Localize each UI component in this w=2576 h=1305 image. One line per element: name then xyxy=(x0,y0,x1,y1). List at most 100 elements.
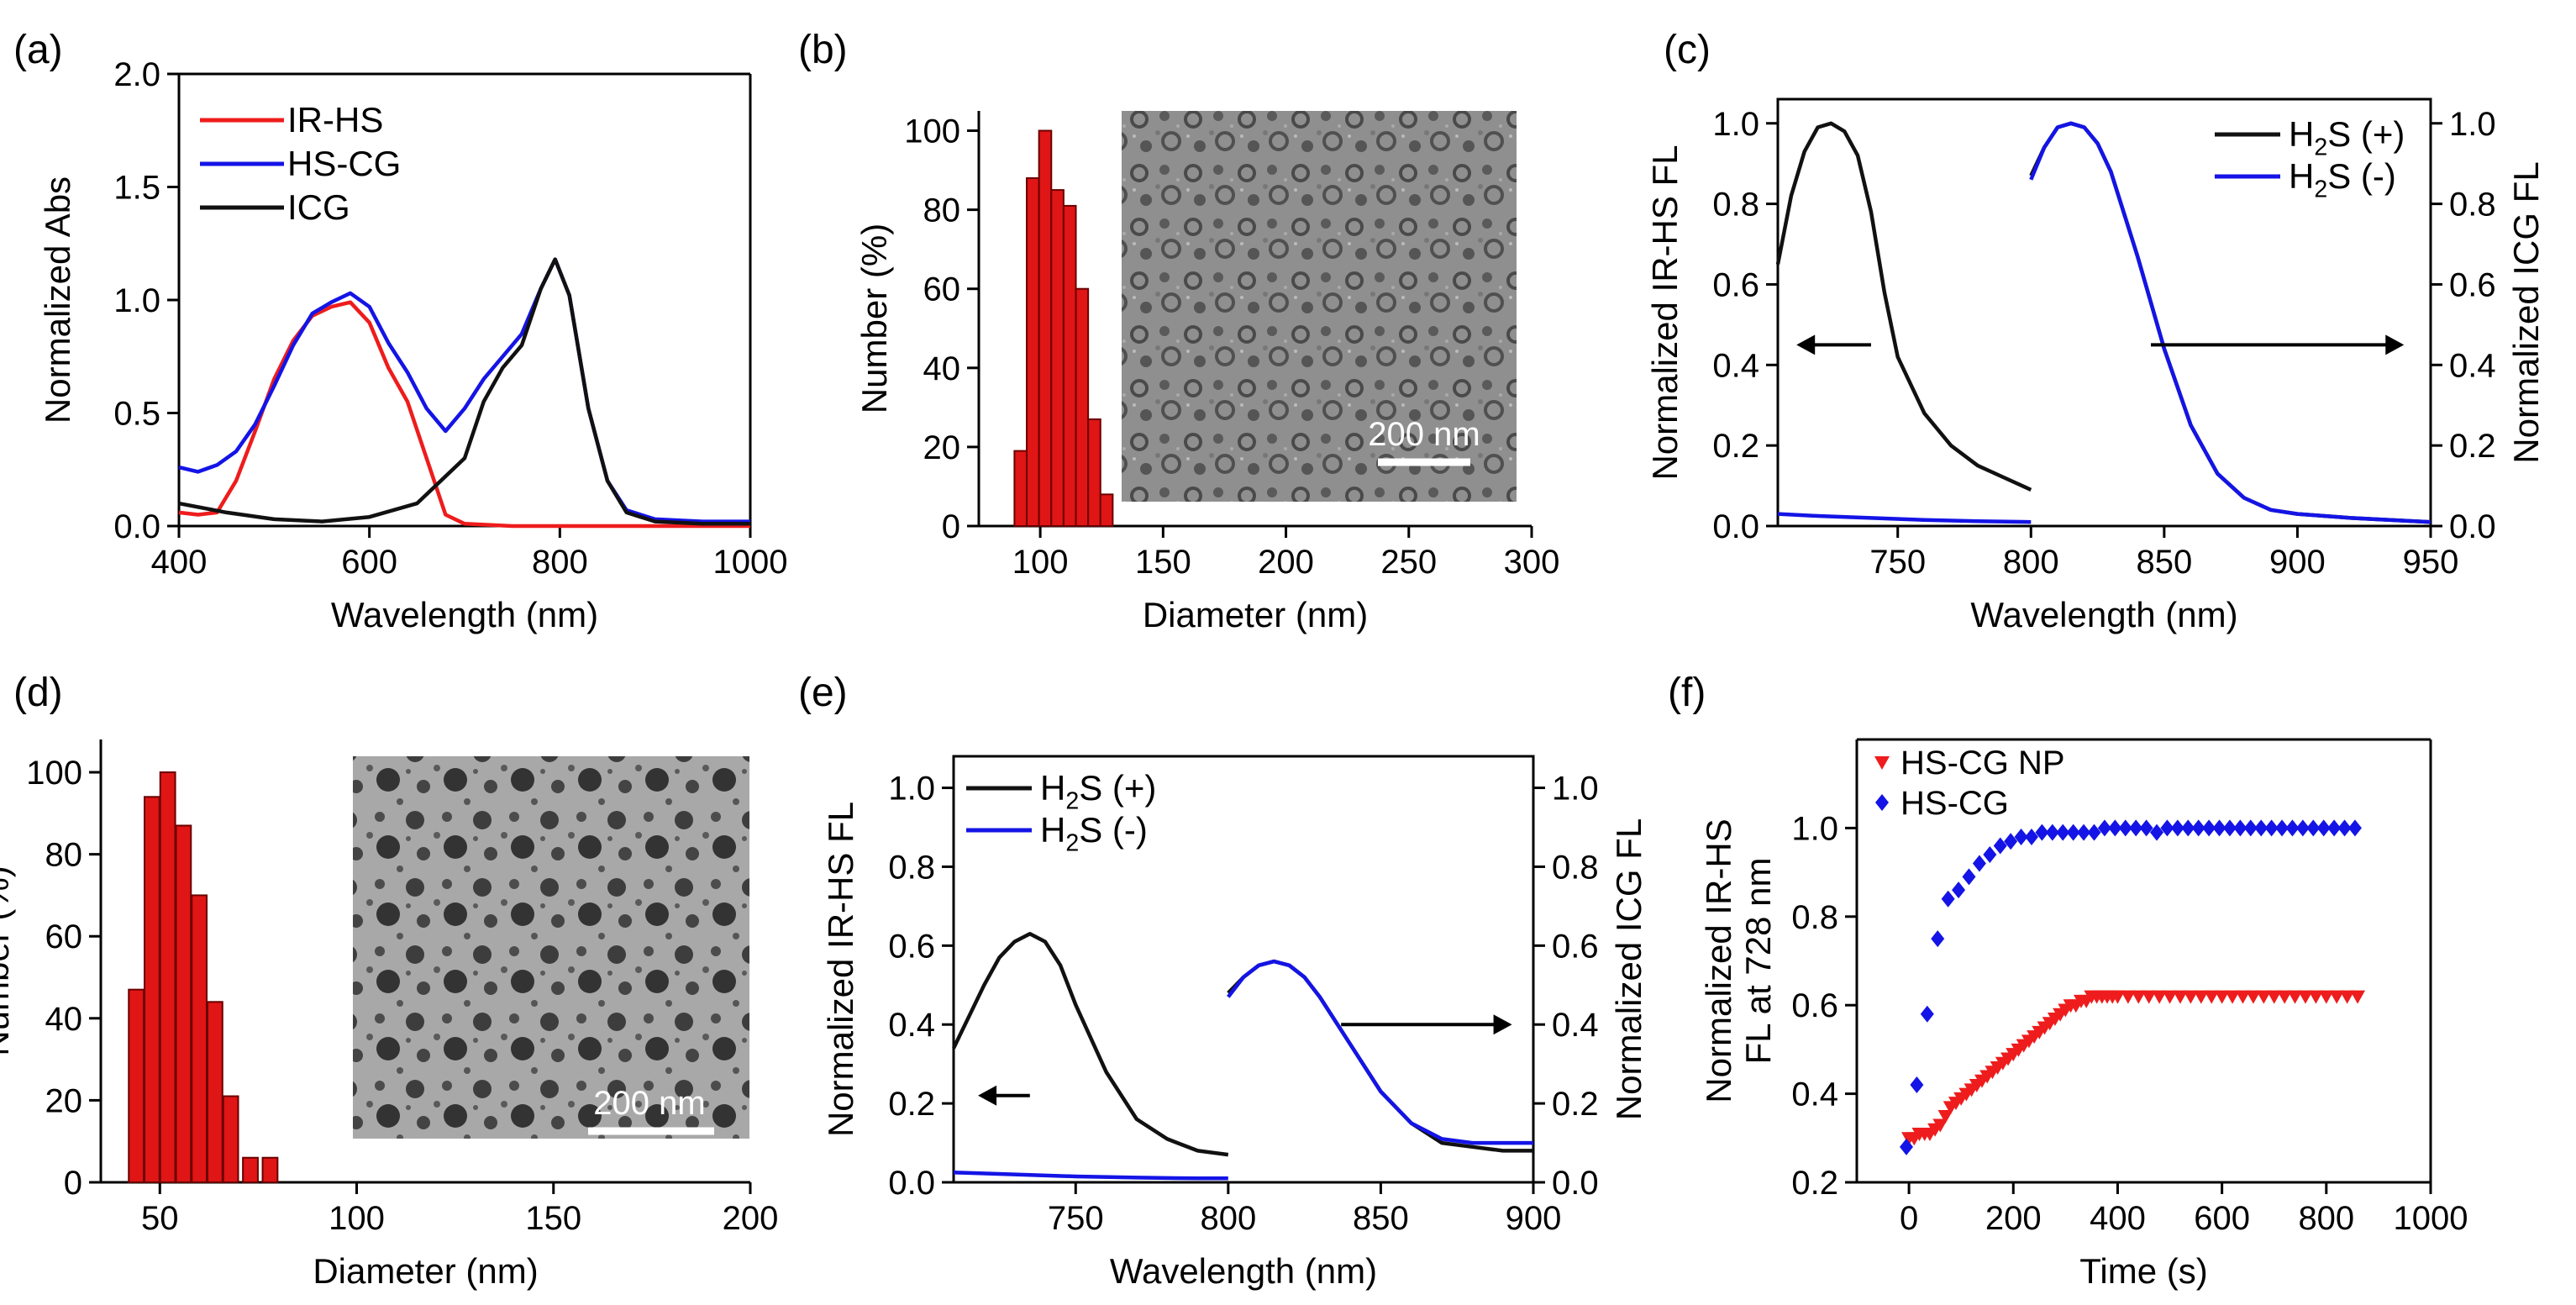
bar xyxy=(1038,129,1053,527)
data-point xyxy=(2183,990,2199,1004)
data-point xyxy=(2254,819,2268,837)
data-point xyxy=(2318,990,2334,1004)
y-axis-label: Number (%) xyxy=(854,224,894,413)
data-point xyxy=(2139,819,2153,837)
y-axis-label: Normalized IR-HS FL xyxy=(1645,145,1685,480)
data-point xyxy=(2222,819,2237,837)
y2-tick-label: 0.4 xyxy=(1552,1007,1599,1044)
y-tick-label: 20 xyxy=(923,429,961,466)
legend-marker xyxy=(1875,794,1889,811)
series-line xyxy=(951,932,1229,1157)
y-axis-label: Normalized IR-HS xyxy=(1699,818,1738,1102)
data-point xyxy=(2014,828,2028,845)
legend-label: ICG xyxy=(287,187,350,227)
y2-tick-label: 0.0 xyxy=(1552,1165,1599,1202)
panel-label: (d) xyxy=(13,671,63,715)
scale-bar-label: 200 nm xyxy=(1368,416,1480,453)
y-axis-label: Normalized IR-HS FL xyxy=(821,802,860,1137)
tem-micrograph-image xyxy=(353,756,749,1139)
data-point xyxy=(2327,819,2342,837)
data-point xyxy=(2160,819,2174,837)
y-axis-label: Number (%) xyxy=(0,866,16,1055)
y-tick-label: 0.4 xyxy=(1712,347,1759,384)
x-tick-label: 600 xyxy=(2194,1200,2250,1237)
x-tick-label: 200 xyxy=(723,1200,779,1237)
data-point xyxy=(2212,819,2226,837)
data-point xyxy=(1931,930,1945,948)
data-point xyxy=(2120,990,2136,1004)
bar xyxy=(128,988,145,1183)
x-tick-label: 150 xyxy=(525,1200,581,1237)
x-tick-label: 1000 xyxy=(713,544,788,581)
x-tick-label: 150 xyxy=(1135,544,1191,581)
data-point xyxy=(2329,990,2345,1004)
y2-tick-label: 1.0 xyxy=(1552,771,1599,808)
data-point xyxy=(2245,990,2261,1004)
bar xyxy=(206,1001,223,1183)
y-tick-label: 0.0 xyxy=(888,1165,935,1202)
y-tick-label: 20 xyxy=(45,1082,83,1119)
y-tick-label: 60 xyxy=(923,271,961,308)
panel-b: (b) 200 nm 100 150 200 250 300 0 20 40 60 80 100 Diam… xyxy=(798,28,1559,634)
bar xyxy=(222,1095,239,1184)
data-point xyxy=(2295,819,2310,837)
panel-a: (a) 400 600 800 1000 0.0 0.5 1.0 1.5 2.0 Wavelengt… xyxy=(13,28,787,634)
y-tick-label: 0.0 xyxy=(1712,508,1759,545)
legend-label: HS-CG NP xyxy=(1900,745,2065,781)
data-point xyxy=(2152,990,2168,1004)
x-axis-label: Diameter (nm) xyxy=(1143,595,1368,634)
data-point xyxy=(1972,855,1986,872)
data-point xyxy=(1937,1109,1953,1123)
x-tick-label: 750 xyxy=(1048,1200,1104,1237)
y-tick-label: 0.4 xyxy=(888,1007,935,1044)
series-line xyxy=(2029,121,2431,524)
panel-label: (f) xyxy=(1668,671,1706,715)
data-point xyxy=(1932,1118,1948,1133)
data-point xyxy=(2337,819,2352,837)
x-tick-label: 850 xyxy=(2136,544,2192,581)
y-tick-label: 0.8 xyxy=(888,849,935,886)
data-point xyxy=(1952,881,1966,899)
data-point xyxy=(2004,833,2018,850)
x-tick-label: 750 xyxy=(1869,544,1926,581)
y-tick-label: 2.0 xyxy=(113,56,160,93)
data-point xyxy=(2097,819,2111,837)
data-point xyxy=(2233,819,2247,837)
legend-label: HS-CG xyxy=(1900,785,2009,822)
data-point xyxy=(2264,819,2279,837)
x-tick-label: 50 xyxy=(141,1200,179,1237)
data-point xyxy=(1983,846,1997,864)
x-tick-label: 100 xyxy=(329,1200,385,1237)
y-tick-label: 80 xyxy=(923,192,961,229)
bar xyxy=(159,771,176,1183)
y-tick-label: 1.5 xyxy=(113,170,160,207)
y-tick-label: 0.8 xyxy=(1791,899,1838,936)
legend-label: H2S (-) xyxy=(2289,156,2396,203)
data-point xyxy=(2191,819,2205,837)
x-tick-label: 400 xyxy=(2090,1200,2146,1237)
x-axis-label: Diameter (nm) xyxy=(313,1251,538,1291)
legend-label: H2S (+) xyxy=(1040,768,1156,815)
y-tick-label: 1.0 xyxy=(888,771,935,808)
y-tick-label: 0.2 xyxy=(1712,428,1759,465)
series-line xyxy=(178,257,750,524)
data-point xyxy=(2141,990,2157,1004)
y-axis-label-line2: FL at 728 nm xyxy=(1738,858,1778,1065)
data-point xyxy=(2347,819,2362,837)
data-point xyxy=(2266,990,2282,1004)
y-axis-label: Normalized Abs xyxy=(38,176,77,424)
y-tick-label: 100 xyxy=(904,113,960,150)
bar xyxy=(144,796,160,1183)
y-tick-label: 0.2 xyxy=(1791,1165,1838,1202)
panel-label: (e) xyxy=(798,671,848,715)
data-point xyxy=(2162,990,2178,1004)
data-point xyxy=(2150,824,2164,841)
bar xyxy=(1026,176,1040,527)
arrow-head xyxy=(1493,1014,1512,1035)
legend-label: H2S (-) xyxy=(1040,810,1148,857)
y2-tick-label: 0.6 xyxy=(1552,928,1599,965)
legend-marker xyxy=(1874,756,1890,770)
axes-frame xyxy=(1776,97,2432,528)
bar xyxy=(242,1156,259,1183)
